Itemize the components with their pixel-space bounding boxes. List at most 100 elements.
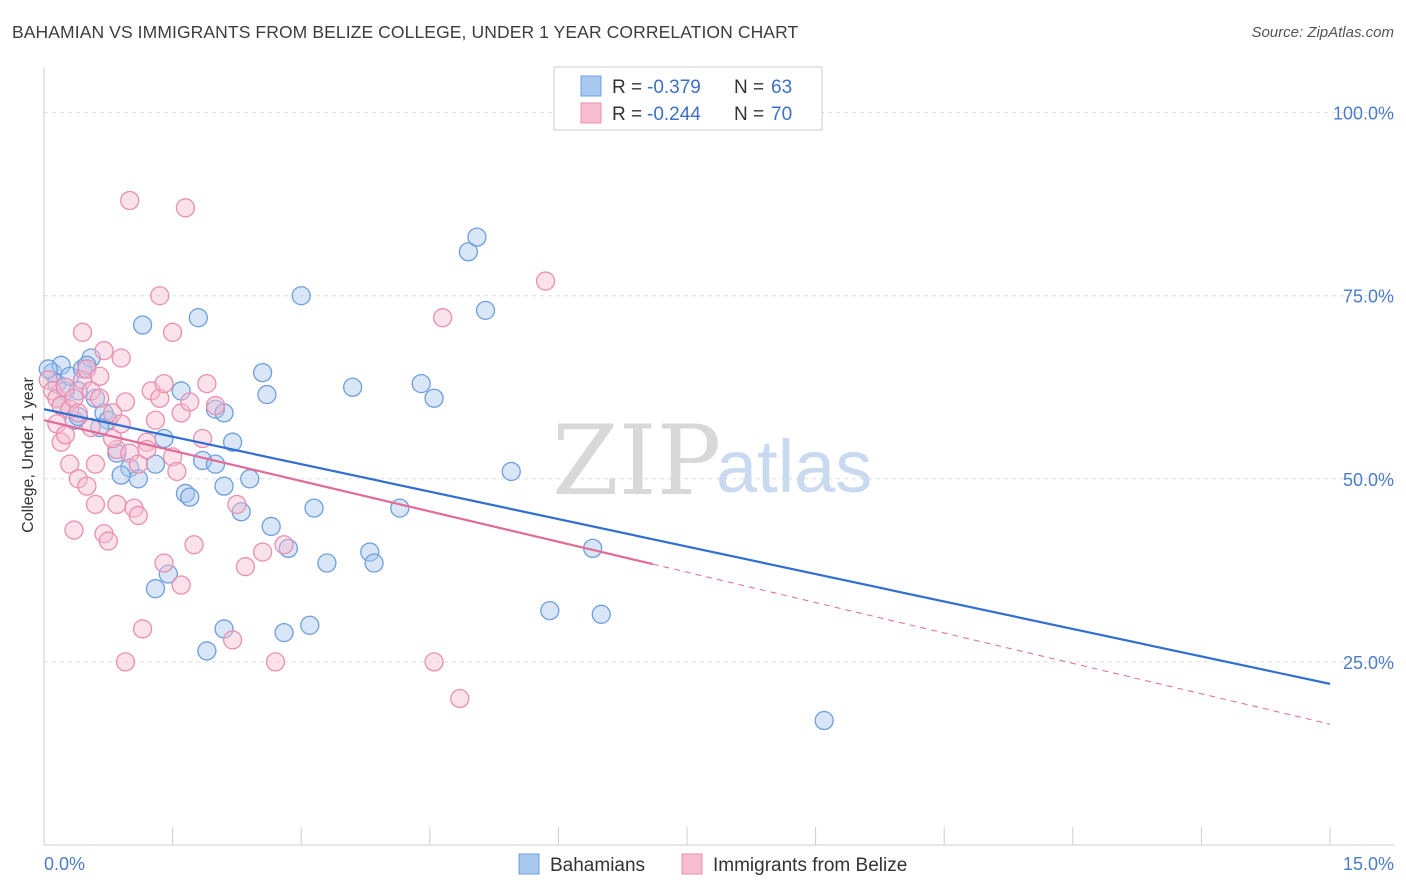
data-point-bahamians xyxy=(180,487,200,507)
data-point-belize xyxy=(64,520,84,540)
data-point-belize xyxy=(154,373,174,394)
data-point-belize xyxy=(424,652,444,672)
x-tick-label-min: 0.0% xyxy=(44,854,85,874)
data-point-bahamians xyxy=(111,465,131,485)
data-point-bahamians xyxy=(411,373,431,394)
data-point-bahamians xyxy=(814,710,834,731)
data-point-belize xyxy=(150,388,170,408)
data-point-belize xyxy=(265,652,286,672)
legend-n-label-blue: N = xyxy=(734,77,764,98)
data-point-belize xyxy=(120,190,140,211)
bottom-legend-label-blue: Bahamians xyxy=(550,855,645,876)
data-point-belize xyxy=(171,575,191,595)
x-tick-labels: 0.0% 15.0% xyxy=(44,854,1394,874)
data-point-belize xyxy=(72,322,93,342)
y-axis-label: College, Under 1 year xyxy=(20,377,37,533)
bottom-legend-label-pink: Immigrants from Belize xyxy=(713,855,907,876)
data-point-bahamians xyxy=(458,242,479,262)
data-point-belize xyxy=(90,366,110,386)
data-point-belize xyxy=(115,652,136,672)
axes xyxy=(43,68,1394,846)
data-point-belize xyxy=(98,531,118,551)
data-point-bahamians xyxy=(145,454,166,474)
data-point-belize xyxy=(68,403,88,423)
legend-r-label-pink: R = xyxy=(612,104,642,125)
data-point-belize xyxy=(222,630,243,650)
legend-swatch-blue xyxy=(580,75,602,97)
data-point-belize xyxy=(180,392,200,412)
data-point-belize xyxy=(85,454,106,474)
data-point-belize xyxy=(274,535,294,555)
data-point-bahamians xyxy=(300,615,320,635)
trend-line-pink xyxy=(43,419,653,566)
series-bahamians xyxy=(38,227,834,731)
data-point-bahamians xyxy=(317,553,337,573)
data-point-belize xyxy=(38,370,58,390)
legend-swatch-pink xyxy=(580,102,602,124)
data-point-bahamians xyxy=(154,428,174,449)
data-point-belize xyxy=(535,271,556,291)
data-point-bahamians xyxy=(342,377,363,397)
legend-r-label-blue: R = xyxy=(612,77,642,98)
data-point-belize xyxy=(450,688,470,709)
data-point-bahamians xyxy=(205,454,226,474)
bottom-legend-swatch-blue xyxy=(518,853,540,875)
data-point-belize xyxy=(115,392,136,412)
data-point-bahamians xyxy=(364,553,384,573)
data-point-bahamians xyxy=(132,315,153,335)
data-point-bahamians xyxy=(291,286,311,306)
data-point-bahamians xyxy=(257,384,277,405)
data-point-belize xyxy=(175,198,196,218)
data-point-belize xyxy=(85,494,106,515)
data-point-belize xyxy=(128,454,148,474)
stats-legend: R = -0.379 N = 63 R = -0.244 N = 70 xyxy=(553,66,823,131)
chart-title: BAHAMIAN VS IMMIGRANTS FROM BELIZE COLLE… xyxy=(12,22,799,42)
data-point-bahamians xyxy=(591,604,611,624)
data-point-bahamians xyxy=(222,432,243,452)
x-tick-label-max: 15.0% xyxy=(1343,854,1394,874)
data-point-belize xyxy=(252,542,273,562)
data-point-bahamians xyxy=(214,476,234,496)
bottom-legend-swatch-pink xyxy=(681,853,703,875)
data-point-belize xyxy=(55,425,76,445)
trend-line-blue xyxy=(43,408,1331,685)
data-point-belize xyxy=(162,322,183,342)
data-point-belize xyxy=(154,553,174,573)
data-point-bahamians xyxy=(252,362,273,383)
data-point-bahamians xyxy=(475,300,496,321)
y-tick-label: 100.0% xyxy=(1333,104,1394,124)
data-point-belize xyxy=(132,619,153,639)
data-point-bahamians xyxy=(501,461,521,482)
data-point-bahamians xyxy=(158,564,178,584)
data-point-belize xyxy=(197,373,217,394)
data-point-belize xyxy=(77,476,97,496)
data-point-bahamians xyxy=(540,600,560,621)
data-point-bahamians xyxy=(360,542,380,562)
data-point-belize xyxy=(150,286,170,306)
data-point-belize xyxy=(90,388,110,408)
series-belize xyxy=(38,190,556,709)
watermark-zip: ZIP xyxy=(552,405,721,517)
watermark: ZIP atlas xyxy=(552,405,872,517)
data-point-bahamians xyxy=(304,498,324,518)
data-point-bahamians xyxy=(38,359,58,379)
data-point-belize xyxy=(184,535,204,555)
data-point-bahamians xyxy=(145,579,166,599)
data-point-belize xyxy=(60,454,80,474)
series-legend: Bahamians Immigrants from Belize xyxy=(518,853,907,876)
legend-n-label-pink: N = xyxy=(734,104,764,125)
y-tick-label: 75.0% xyxy=(1343,287,1394,307)
data-point-bahamians xyxy=(424,388,444,408)
y-tick-labels: 100.0% 75.0% 50.0% 25.0% xyxy=(1333,104,1394,673)
data-point-bahamians xyxy=(188,308,208,328)
data-point-belize xyxy=(94,340,114,361)
source-label: Source: ZipAtlas.com xyxy=(1251,24,1394,41)
data-point-bahamians xyxy=(274,622,294,643)
legend-r-value-pink: -0.244 xyxy=(647,104,701,125)
trend-lines xyxy=(43,408,1331,725)
data-point-bahamians xyxy=(261,516,281,537)
data-point-belize xyxy=(227,494,247,515)
data-point-bahamians xyxy=(197,641,217,661)
y-tick-label: 50.0% xyxy=(1343,470,1394,490)
